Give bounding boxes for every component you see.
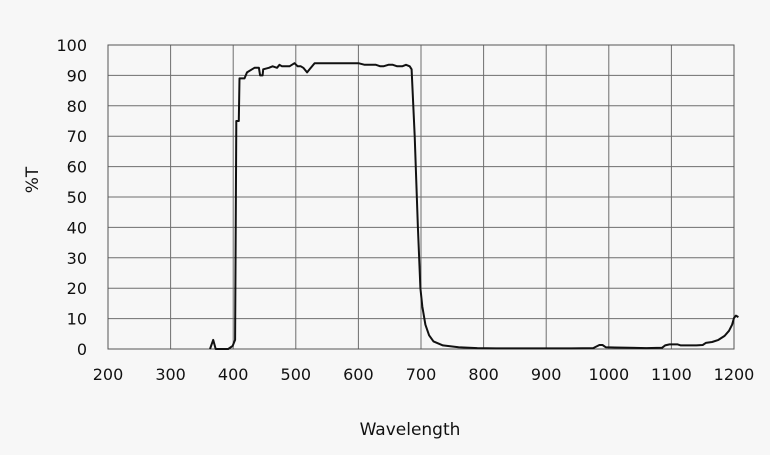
x-tick-label: 600 <box>343 365 374 384</box>
x-tick-label: 200 <box>93 365 124 384</box>
plot-frame <box>107 44 735 350</box>
x-axis-title: Wavelength <box>360 420 461 440</box>
x-tick-label: 900 <box>531 365 562 384</box>
y-axis-title: %T <box>23 166 43 193</box>
x-tick-label: 800 <box>468 365 499 384</box>
y-tick-label: 60 <box>67 158 87 177</box>
series-group <box>209 62 739 350</box>
x-tick-label: 700 <box>406 365 437 384</box>
y-tick-label: 50 <box>67 188 87 207</box>
tick-labels-group: 200 300 400 500 600 700 800 900 1000 1100 1200 0 10 2… <box>56 36 754 384</box>
y-tick-label: 20 <box>67 279 87 298</box>
transmission-series-line <box>209 62 739 350</box>
y-tick-label: 80 <box>67 97 87 116</box>
x-tick-label: 500 <box>281 365 312 384</box>
x-tick-label: 400 <box>218 365 249 384</box>
y-tick-label: 70 <box>67 127 87 146</box>
x-tick-label: 1000 <box>588 365 629 384</box>
y-tick-label: 100 <box>56 36 87 55</box>
y-tick-label: 10 <box>67 310 87 329</box>
y-tick-label: 90 <box>67 66 87 85</box>
y-tick-label: 0 <box>77 340 87 359</box>
x-tick-label: 1100 <box>651 365 692 384</box>
y-tick-label: 30 <box>67 249 87 268</box>
x-tick-label: 300 <box>155 365 186 384</box>
y-tick-label: 40 <box>67 218 87 237</box>
x-tick-label: 1200 <box>714 365 755 384</box>
